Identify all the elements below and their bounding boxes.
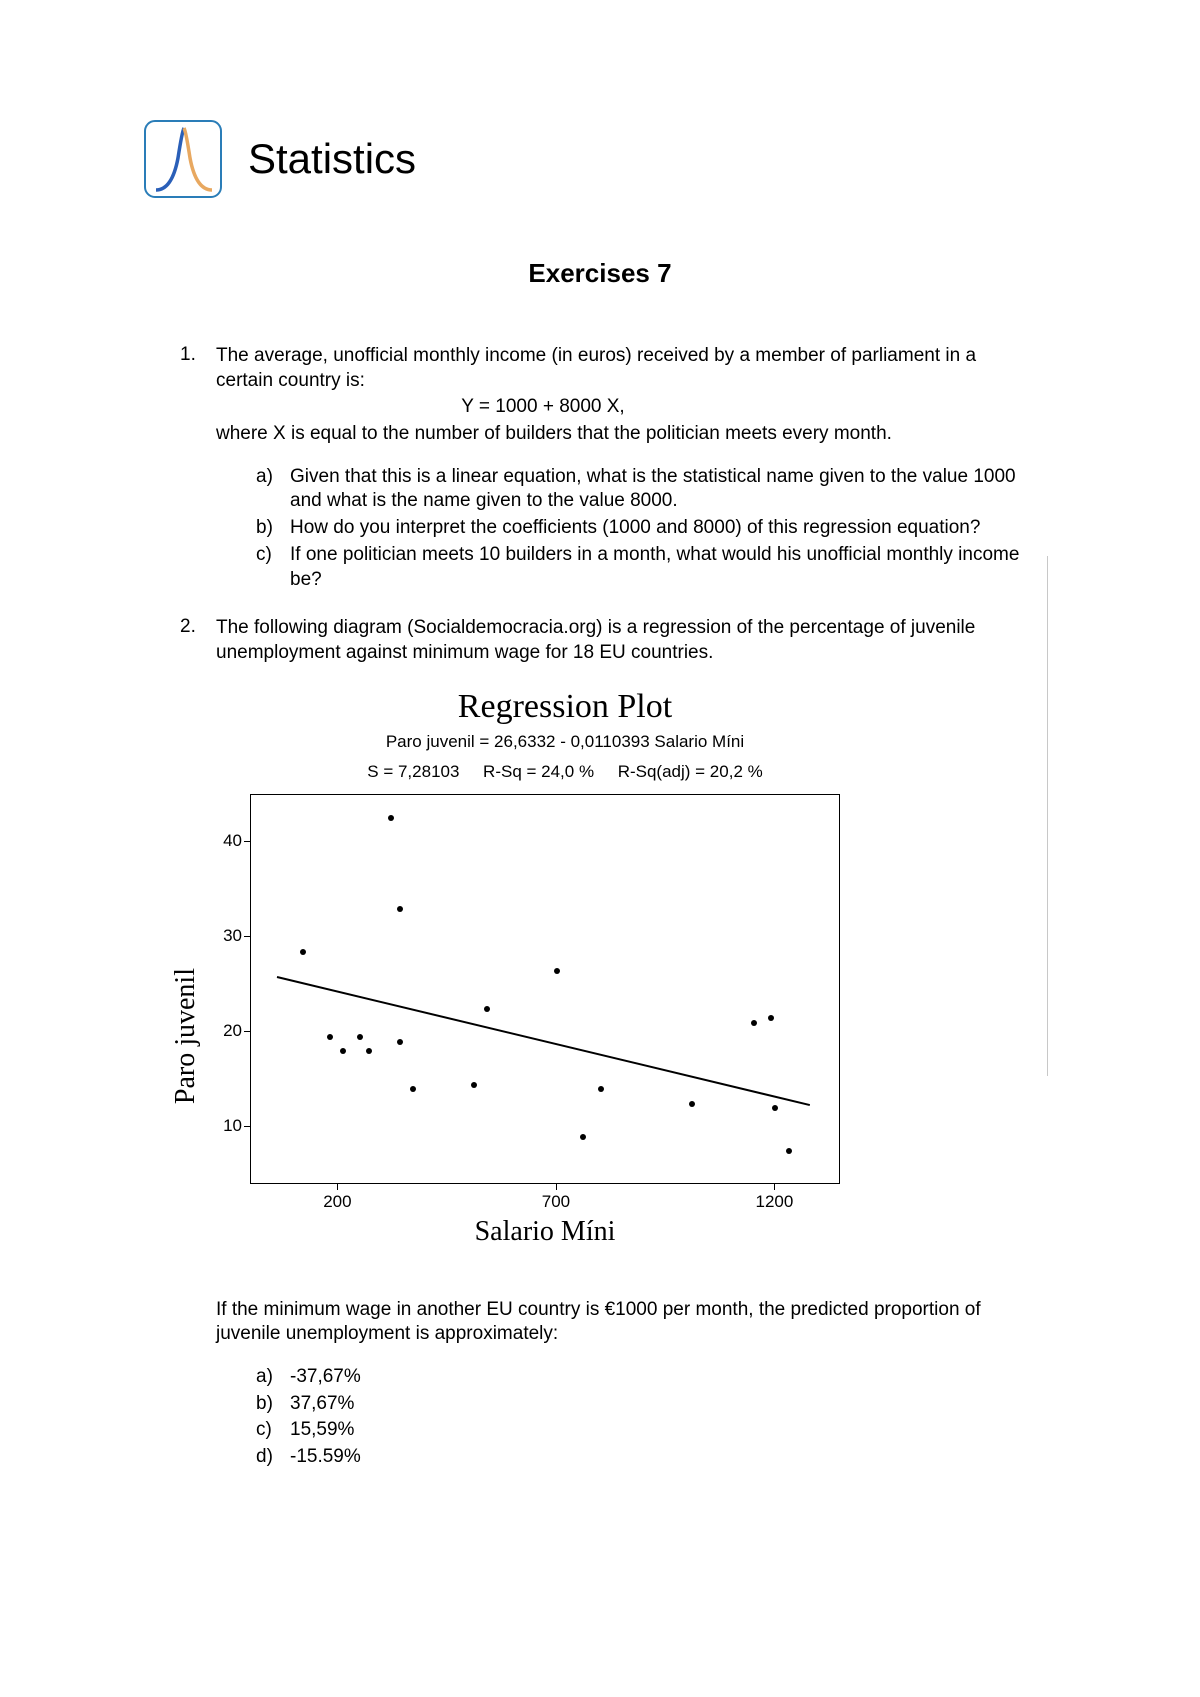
q1-intro: The average, unofficial monthly income (…: [216, 344, 1020, 393]
chart-ylabel: Paro juvenil: [170, 938, 202, 1104]
scatter-point: [751, 1020, 757, 1026]
scatter-point: [484, 1006, 490, 1012]
q2-answers: a) -37,67% b) 37,67% c) 15,59% d) -15.59…: [216, 1365, 1020, 1470]
scatter-point: [397, 1039, 403, 1045]
chart-title: Regression Plot: [230, 688, 900, 726]
scatter-point: [772, 1105, 778, 1111]
ytick-label: 20: [223, 1021, 242, 1041]
q2-answer-a: a) -37,67%: [256, 1365, 1020, 1390]
q1-item-c: c) If one politician meets 10 builders i…: [256, 543, 1020, 592]
scatter-point: [366, 1048, 372, 1054]
q1-item-b: b) How do you interpret the coefficients…: [256, 516, 1020, 541]
scatter-point: [340, 1048, 346, 1054]
header-title: Statistics: [248, 135, 416, 183]
ytick-label: 30: [223, 926, 242, 946]
scatter-point: [786, 1148, 792, 1154]
xtick-label: 700: [542, 1192, 570, 1212]
header: Statistics: [150, 120, 1050, 198]
question-1: 1. The average, unofficial monthly incom…: [180, 344, 1020, 594]
q1-number: 1.: [180, 344, 216, 594]
scatter-point: [300, 949, 306, 955]
scatter-point: [471, 1082, 477, 1088]
q2-answer-b: b) 37,67%: [256, 1392, 1020, 1417]
q2-answer-c: c) 15,59%: [256, 1418, 1020, 1443]
right-divider: [1047, 556, 1048, 1076]
xtick-label: 200: [323, 1192, 351, 1212]
q2-number: 2.: [180, 616, 216, 665]
chart-subtitle: Paro juvenil = 26,6332 - 0,0110393 Salar…: [230, 732, 900, 752]
scatter-point: [397, 906, 403, 912]
scatter-point: [580, 1134, 586, 1140]
q1-after-equation: where X is equal to the number of builde…: [216, 422, 1020, 447]
scatter-point: [598, 1086, 604, 1092]
scatter-point: [410, 1086, 416, 1092]
scatter-point: [689, 1101, 695, 1107]
chart-plotbox: [250, 794, 840, 1184]
chart-xticks: 200 700 1200: [250, 1184, 840, 1214]
question-2: 2. The following diagram (Socialdemocrac…: [180, 616, 1020, 665]
xtick-label: 1200: [756, 1192, 794, 1212]
chart-stats: S = 7,28103 R-Sq = 24,0 % R-Sq(adj) = 20…: [230, 762, 900, 782]
q1-sub-list: a) Given that this is a linear equation,…: [216, 465, 1020, 592]
q1-equation: Y = 1000 + 8000 X,: [66, 395, 1020, 420]
scatter-point: [768, 1015, 774, 1021]
question-2-continued: If the minimum wage in another EU countr…: [180, 1298, 1020, 1472]
q2-answer-d: d) -15.59%: [256, 1445, 1020, 1470]
regression-chart: Regression Plot Paro juvenil = 26,6332 -…: [170, 688, 900, 1248]
page-title: Exercises 7: [150, 258, 1050, 289]
scatter-point: [388, 815, 394, 821]
scatter-point: [357, 1034, 363, 1040]
ytick-label: 10: [223, 1116, 242, 1136]
statistics-logo: [144, 120, 222, 198]
regression-line: [277, 976, 811, 1106]
chart-yticks: 10 20 30 40: [208, 794, 250, 1184]
scatter-point: [327, 1034, 333, 1040]
ytick-label: 40: [223, 831, 242, 851]
q1-item-a: a) Given that this is a linear equation,…: [256, 465, 1020, 514]
scatter-point: [554, 968, 560, 974]
chart-xlabel: Salario Míni: [250, 1216, 840, 1248]
q2-intro: The following diagram (Socialdemocracia.…: [216, 616, 1020, 665]
q2-after: If the minimum wage in another EU countr…: [216, 1298, 1020, 1347]
